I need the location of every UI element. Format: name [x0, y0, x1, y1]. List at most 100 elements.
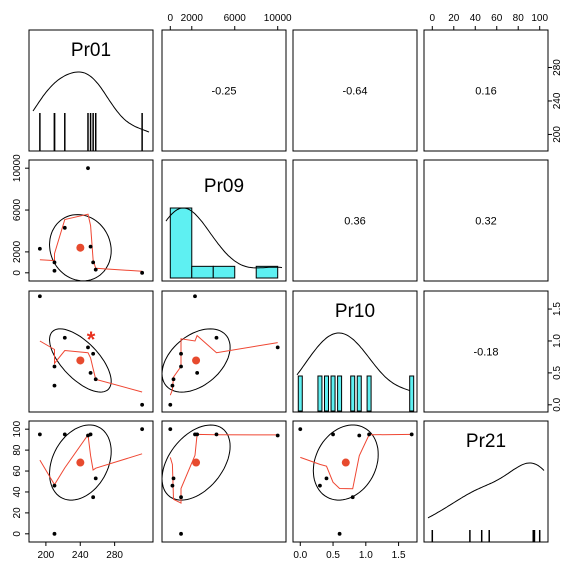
data-point [179, 495, 183, 500]
data-point [37, 246, 42, 251]
y-tick-label-right: 1.0 [552, 334, 563, 348]
y-tick-label-right: 0.5 [552, 366, 563, 380]
x-tick-label: 280 [106, 550, 123, 561]
panel-frame-r0-c3 [423, 29, 549, 152]
data-point [93, 377, 98, 382]
data-point [214, 432, 219, 437]
data-point [62, 335, 67, 340]
data-point [37, 294, 42, 299]
y-tick-label-left: 100 [12, 420, 23, 437]
panel-frame-r1-c0 [28, 159, 154, 282]
panel-frame-r0-c1 [161, 29, 287, 152]
panel-frame-r0-c2 [292, 29, 418, 152]
data-point [170, 483, 175, 488]
x-tick-label-top: 2000 [181, 13, 204, 24]
data-point [140, 427, 145, 432]
data-point [331, 432, 335, 437]
y-tick-label-right: 200 [552, 126, 563, 143]
data-point [62, 432, 67, 437]
y-tick-label-right: 0.0 [552, 397, 563, 411]
data-point [140, 402, 145, 407]
variable-name: Pr10 [335, 301, 375, 322]
data-point [275, 345, 280, 350]
correlation-value: 0.36 [344, 216, 365, 228]
histogram-bar [169, 207, 193, 279]
x-tick-label-top: 40 [470, 13, 482, 24]
panel-frame-r3-c0 [28, 420, 154, 543]
centroid-point [76, 243, 85, 252]
smooth-fit-line [39, 433, 143, 486]
data-point [367, 432, 371, 437]
correlation-ellipse [48, 214, 112, 282]
rug-bar [356, 375, 362, 412]
x-tick-label-top: 10000 [264, 13, 292, 24]
panel-frame-r2-c2 [292, 290, 418, 413]
data-point [91, 260, 96, 265]
data-point [52, 383, 57, 388]
x-tick-label: 200 [38, 550, 55, 561]
x-tick-label-top: 6000 [224, 13, 247, 24]
histogram-bar [212, 265, 236, 279]
variable-name: Pr21 [466, 431, 506, 452]
data-point [318, 483, 322, 488]
panel-frame-r2-c3 [423, 290, 549, 413]
y-tick-label-left: 2000 [12, 240, 23, 263]
rug-bar [317, 375, 323, 412]
data-point [275, 433, 280, 438]
density-curve [427, 462, 545, 519]
data-point [88, 432, 93, 437]
correlation-value: -0.64 [342, 86, 367, 98]
x-tick-label-top: 60 [491, 13, 503, 24]
data-point [52, 483, 57, 488]
rug-bar [297, 375, 303, 412]
y-tick-label-left: 0 [12, 531, 23, 537]
density-curve [32, 71, 150, 133]
correlation-value: -0.25 [211, 86, 236, 98]
data-point [409, 432, 414, 437]
x-tick-label: 1.5 [392, 550, 406, 561]
panel-frame-r3-c3 [423, 420, 549, 543]
data-point [86, 166, 90, 171]
x-tick-label: 240 [72, 550, 89, 561]
data-point [171, 377, 176, 382]
variable-name: Pr01 [71, 40, 111, 61]
x-tick-label: 0.0 [293, 550, 307, 561]
data-point [214, 335, 219, 340]
y-tick-label-left: 40 [12, 486, 23, 498]
x-tick-label-top: 100 [531, 13, 548, 24]
smooth-fit-line [39, 213, 143, 272]
x-tick-label-top: 20 [448, 13, 460, 24]
data-point [91, 351, 96, 356]
correlation-value: -0.18 [473, 347, 498, 359]
y-tick-label-right: 240 [552, 92, 563, 109]
rug-bar [337, 375, 343, 412]
data-point [52, 260, 57, 265]
correlation-ellipse [161, 424, 231, 501]
centroid-point [341, 458, 350, 467]
y-tick-label-left: 6000 [12, 198, 23, 221]
panel-frame-r3-c2 [292, 420, 418, 543]
data-point [171, 476, 176, 481]
density-curve [296, 332, 414, 393]
centroid-point [76, 458, 85, 467]
correlation-value: 0.16 [475, 86, 496, 98]
rug-bar [366, 375, 372, 412]
data-point [337, 531, 342, 536]
data-point [179, 364, 183, 369]
data-point [93, 476, 98, 481]
panel-frame-r1-c2 [292, 159, 418, 282]
data-point [86, 345, 90, 350]
y-tick-label-left: 80 [12, 444, 23, 456]
y-tick-label-left: 60 [12, 465, 23, 477]
smooth-fit-line [169, 433, 278, 504]
rug-bar [350, 375, 356, 412]
smooth-fit-line [39, 340, 143, 393]
data-point [62, 225, 67, 230]
smooth-fit-line [300, 433, 412, 490]
x-tick-label-top: 80 [513, 13, 525, 24]
panel-frame-r1-c1 [161, 159, 287, 282]
x-tick-label: 0.5 [326, 550, 340, 561]
panel-frame-r2-c0 [28, 290, 154, 413]
significance-star: * [87, 327, 96, 352]
